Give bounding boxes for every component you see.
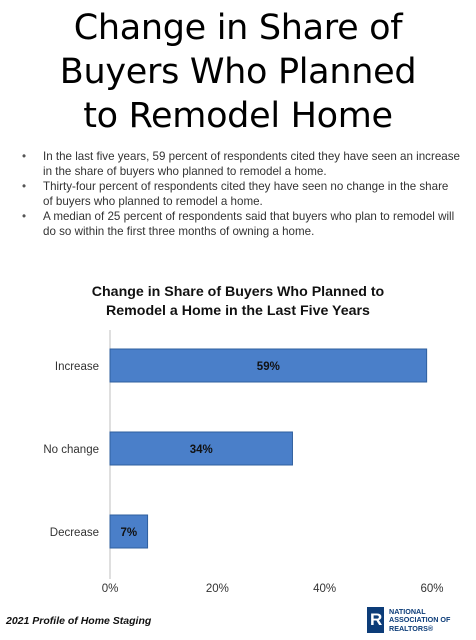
chart-title: Change in Share of Buyers Who Planned to…: [40, 283, 436, 321]
logo-text-line-2: ASSOCIATION OF: [389, 615, 451, 625]
bar-chart: Increase 59% No change 34% Decrease 7% 0% 20% 40…: [43, 330, 444, 595]
chart-title-line-2: Remodel a Home in the Last Five Years: [106, 303, 370, 319]
logo-text-line-1: NATIONAL: [389, 607, 426, 616]
x-tick-label: 60%: [420, 583, 443, 595]
bullet-item-3: A median of 25 percent of respondents sa…: [20, 209, 460, 239]
page-title-line-3: to Remodel Home: [83, 96, 393, 136]
realtors-logo: NATIONAL ASSOCIATION OF REALTORS®: [367, 607, 473, 635]
bullet-list: In the last five years, 59 percent of re…: [20, 149, 460, 239]
data-label: 7%: [120, 527, 137, 539]
realtors-r-logo-icon: [367, 607, 384, 633]
page-title-line-1: Change in Share of: [73, 8, 403, 48]
bar-increase: [109, 348, 428, 383]
page-title-line-2: Buyers Who Planned: [59, 52, 417, 92]
category-label: Increase: [55, 361, 99, 373]
footer-source: 2021 Profile of Home Staging: [6, 615, 152, 627]
category-label: Decrease: [50, 527, 99, 539]
logo-text: NATIONAL ASSOCIATION OF REALTORS®: [389, 607, 451, 633]
chart-title-line-1: Change in Share of Buyers Who Planned to: [91, 284, 385, 300]
bullet-item-2: Thirty-four percent of respondents cited…: [20, 179, 460, 209]
bar-decrease: [109, 514, 149, 549]
x-tick-label: 20%: [206, 583, 229, 595]
bullet-item-1: In the last five years, 59 percent of re…: [20, 149, 460, 179]
x-tick-label: 40%: [313, 583, 336, 595]
data-label: 34%: [190, 444, 213, 456]
x-tick-label: 0%: [102, 583, 119, 595]
bar-no-change: [109, 431, 293, 466]
page-title: Change in Share of Buyers Who Planned to…: [0, 6, 476, 138]
data-label: 59%: [257, 361, 280, 373]
category-label: No change: [43, 444, 99, 456]
logo-text-line-3: REALTORS®: [389, 623, 434, 633]
